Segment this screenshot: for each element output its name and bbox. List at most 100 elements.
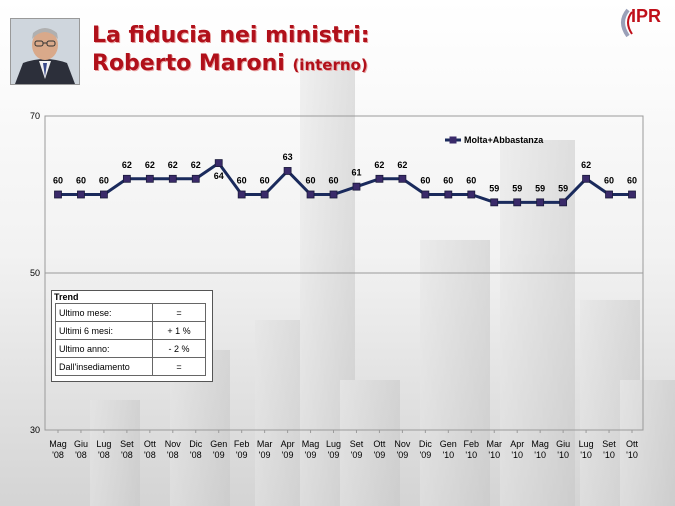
x-tick-label: Mag '10	[531, 439, 549, 460]
data-point	[421, 190, 430, 199]
trend-value: + 1 %	[152, 321, 206, 340]
x-tick-label: Feb '10	[464, 439, 480, 460]
data-point	[283, 167, 292, 175]
ipr-logo-icon	[621, 8, 633, 38]
x-tick-label: Gen '09	[210, 439, 227, 460]
title-line1: La fiducia nei ministri:	[92, 23, 370, 48]
x-tick-label: Giu '08	[74, 439, 88, 460]
data-point	[352, 182, 361, 191]
data-label: 62	[581, 160, 591, 170]
data-point	[513, 198, 522, 207]
trend-label: Dall'insediamento	[55, 357, 153, 376]
data-label: 61	[351, 168, 361, 178]
y-tick-label: 70	[30, 111, 40, 121]
data-label: 59	[489, 183, 499, 193]
data-label: 62	[122, 160, 132, 170]
x-tick-label: Lug '10	[579, 439, 594, 460]
title-role: (interno)	[292, 56, 368, 74]
data-point	[536, 198, 545, 207]
data-point	[467, 190, 476, 199]
data-point	[582, 174, 590, 183]
x-tick-label: Mar '09	[257, 439, 273, 460]
trend-row: Ultimo anno: - 2 %	[55, 339, 206, 358]
x-tick-label: Mag '08	[49, 439, 67, 460]
trend-label: Ultimo mese:	[55, 303, 153, 322]
data-label: 60	[627, 176, 637, 186]
x-tick-label: Lug '09	[326, 439, 341, 460]
logo-text: IPR	[631, 6, 662, 26]
data-label: 62	[191, 160, 201, 170]
title-name: Roberto Maroni	[92, 51, 285, 76]
trend-value: - 2 %	[152, 339, 206, 358]
data-point	[77, 190, 85, 199]
data-label: 60	[306, 176, 316, 186]
trend-value: =	[152, 303, 206, 322]
data-point	[628, 190, 636, 199]
trend-value: =	[152, 357, 206, 376]
x-tick-label: Nov '08	[165, 439, 182, 460]
data-label: 60	[604, 176, 614, 186]
data-point	[237, 190, 246, 199]
x-tick-label: Ott '10	[626, 439, 639, 460]
data-label: 60	[76, 176, 86, 186]
x-tick-label: Apr '10	[510, 439, 524, 460]
data-point	[54, 190, 62, 199]
title-line2: Roberto Maroni (interno)	[92, 50, 370, 79]
trend-row: Ultimo mese: =	[55, 303, 206, 322]
trend-title: Trend	[54, 292, 79, 302]
data-point	[145, 174, 154, 183]
y-tick-label: 30	[30, 425, 40, 435]
data-point	[260, 190, 269, 199]
x-tick-label: Mag '09	[302, 439, 320, 460]
data-label: 62	[145, 160, 155, 170]
x-tick-label: Dic '09	[419, 439, 432, 460]
data-point	[100, 190, 108, 199]
legend-marker	[449, 136, 457, 144]
x-tick-label: Ott '08	[144, 439, 157, 460]
data-label: 63	[283, 152, 293, 162]
trend-row: Ultimi 6 mesi: + 1 %	[55, 321, 206, 340]
trend-label: Ultimi 6 mesi:	[55, 321, 153, 340]
x-tick-label: Ott '09	[373, 439, 386, 460]
data-point	[306, 190, 315, 199]
data-label: 60	[420, 176, 430, 186]
data-label: 59	[535, 183, 545, 193]
data-label: 62	[397, 160, 407, 170]
x-tick-label: Set '10	[602, 439, 616, 460]
x-tick-label: Set '08	[120, 439, 134, 460]
data-point	[444, 190, 453, 199]
data-point	[122, 174, 131, 183]
data-label: 60	[329, 176, 339, 186]
data-point	[605, 190, 613, 199]
x-tick-label: Feb '09	[234, 439, 250, 460]
data-label: 60	[443, 176, 453, 186]
x-tick-label: Giu '10	[556, 439, 570, 460]
legend-label: Molta+Abbastanza	[464, 135, 544, 145]
data-point	[559, 198, 568, 207]
page-title: La fiducia nei ministri: Roberto Maroni …	[92, 22, 370, 79]
data-label: 64	[214, 171, 224, 181]
x-tick-label: Gen '10	[440, 439, 457, 460]
data-label: 62	[168, 160, 178, 170]
data-point	[329, 190, 338, 199]
x-tick-label: Set '09	[350, 439, 364, 460]
data-label: 60	[466, 176, 476, 186]
x-tick-label: Lug '08	[96, 439, 111, 460]
data-point	[490, 198, 499, 207]
minister-photo	[10, 18, 80, 85]
data-label: 59	[558, 183, 568, 193]
trend-label: Ultimo anno:	[55, 339, 153, 358]
data-label: 62	[374, 160, 384, 170]
x-tick-label: Apr '09	[281, 439, 295, 460]
data-point	[191, 174, 200, 183]
x-tick-label: Dic '08	[189, 439, 202, 460]
data-point	[214, 159, 223, 168]
data-label: 60	[99, 176, 109, 186]
x-tick-label: Mar '10	[486, 439, 502, 460]
data-label: 60	[260, 176, 270, 186]
trend-table: Ultimo mese: = Ultimi 6 mesi: + 1 % Ulti…	[55, 303, 206, 376]
data-point	[398, 174, 407, 183]
x-tick-label: Nov '09	[394, 439, 411, 460]
